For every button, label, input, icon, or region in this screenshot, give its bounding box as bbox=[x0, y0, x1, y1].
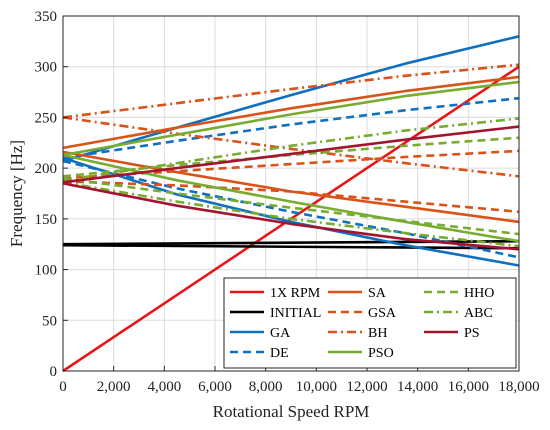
legend-item-ga: GA bbox=[230, 326, 291, 341]
legend-item-pso: PSO bbox=[328, 346, 394, 361]
legend: 1X RPM SA HHO INITIAL GSA ABC GA BH PS DE PSO bbox=[223, 277, 517, 369]
x-tick-label: 16,000 bbox=[448, 379, 489, 395]
x-tick-label: 2,000 bbox=[97, 379, 131, 395]
series-line-de bbox=[62, 159, 520, 259]
legend-label: INITIAL bbox=[270, 306, 321, 321]
series-line-ps bbox=[62, 125, 520, 184]
series-line-ps bbox=[62, 182, 520, 251]
x-tick-label: 4,000 bbox=[147, 379, 181, 395]
series-line-bh bbox=[62, 63, 520, 119]
legend-label: PS bbox=[464, 326, 480, 341]
y-tick-label: 100 bbox=[35, 263, 58, 279]
y-axis-label: Frequency [Hz] bbox=[7, 140, 26, 247]
y-tick-label: 250 bbox=[35, 110, 58, 126]
legend-label: BH bbox=[368, 326, 387, 341]
series-line-gsa bbox=[62, 180, 520, 214]
y-tick-label: 300 bbox=[35, 60, 58, 76]
x-axis-label: Rotational Speed RPM bbox=[213, 402, 370, 421]
legend-box bbox=[223, 277, 517, 369]
legend-item-initial: INITIAL bbox=[230, 306, 321, 321]
legend-label: GSA bbox=[368, 306, 397, 321]
series-line-abc bbox=[62, 181, 520, 248]
series-line-sa bbox=[62, 75, 520, 150]
plot-frame bbox=[62, 15, 520, 372]
series-line-pso bbox=[62, 80, 520, 157]
x-tick-label: 10,000 bbox=[296, 379, 337, 395]
series-line-gsa bbox=[62, 149, 520, 180]
x-tick-label: 8,000 bbox=[249, 379, 283, 395]
series-line-bh bbox=[62, 116, 520, 178]
series-line-initial bbox=[62, 243, 520, 250]
legend-item-abc: ABC bbox=[424, 306, 493, 321]
x-tick-label: 6,000 bbox=[198, 379, 232, 395]
y-tick-label: 150 bbox=[35, 212, 58, 228]
legend-label: DE bbox=[270, 346, 289, 361]
x-tick-label: 12,000 bbox=[346, 379, 387, 395]
legend-item-hho: HHO bbox=[424, 286, 494, 301]
y-tick-label: 50 bbox=[42, 313, 57, 329]
series-line-de bbox=[62, 96, 520, 160]
x-tick-label: 18,000 bbox=[498, 379, 539, 395]
legend-label: HHO bbox=[464, 286, 494, 301]
series-line-abc bbox=[62, 117, 520, 182]
series-lines bbox=[62, 35, 520, 373]
series-line-hho bbox=[62, 177, 520, 236]
y-tick-label: 0 bbox=[50, 364, 58, 380]
legend-item-gsa: GSA bbox=[328, 306, 397, 321]
x-tick-label: 0 bbox=[59, 379, 67, 395]
legend-item-1x-rpm: 1X RPM bbox=[230, 286, 321, 301]
series-line-ga bbox=[62, 156, 520, 267]
tick-labels: 0 2,000 4,000 6,000 8,000 10,000 12,000 14,000 1… bbox=[35, 9, 540, 395]
x-tick-label: 14,000 bbox=[397, 379, 438, 395]
legend-label: 1X RPM bbox=[270, 286, 321, 301]
legend-item-de: DE bbox=[230, 346, 289, 361]
series-line-ga bbox=[62, 35, 520, 163]
legend-item-ps: PS bbox=[424, 326, 480, 341]
legend-label: ABC bbox=[464, 306, 493, 321]
legend-label: GA bbox=[270, 326, 291, 341]
legend-item-bh: BH bbox=[328, 326, 387, 341]
legend-label: SA bbox=[368, 286, 387, 301]
y-tick-label: 200 bbox=[35, 161, 58, 177]
legend-label: PSO bbox=[368, 346, 394, 361]
legend-item-sa: SA bbox=[328, 286, 387, 301]
y-tick-label: 350 bbox=[35, 9, 58, 25]
